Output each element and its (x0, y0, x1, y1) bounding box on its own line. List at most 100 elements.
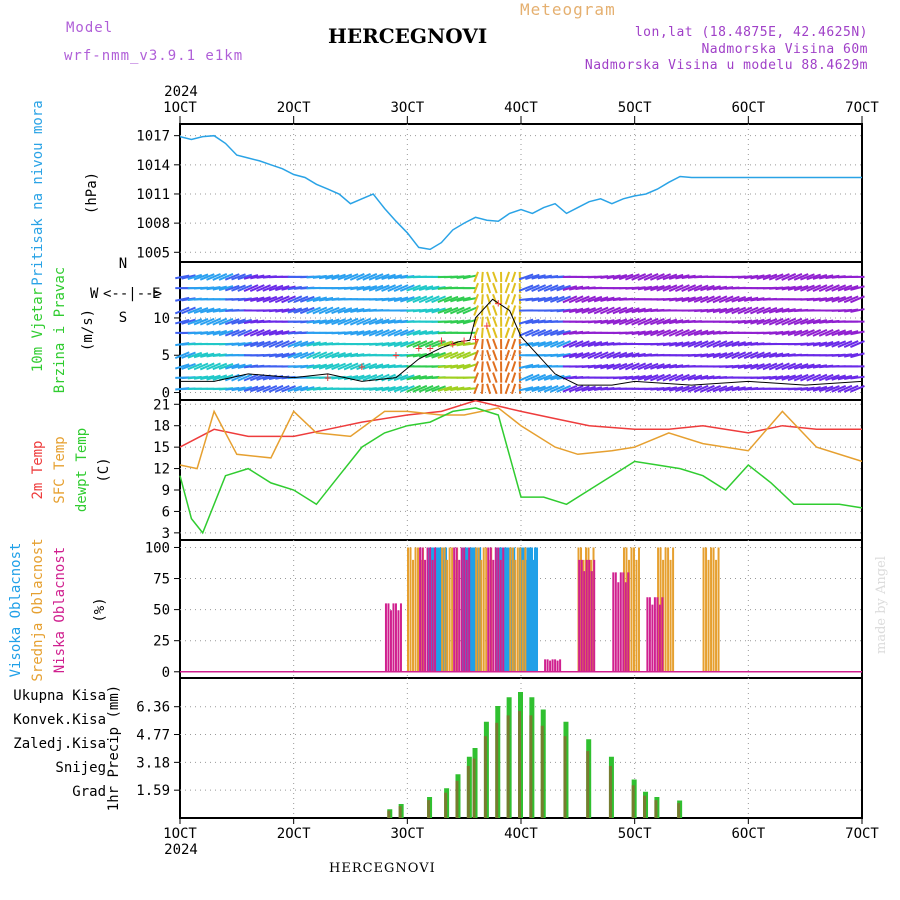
wind-barb (706, 285, 721, 291)
wind-barb (656, 318, 671, 326)
wind-barb (850, 340, 865, 348)
wind-barb (637, 362, 653, 371)
x-tick-label-top: 4OCT (504, 100, 538, 116)
temperature-ytick-label: 15 (153, 440, 170, 456)
wind-barb (181, 274, 196, 280)
precip-bar-konv (563, 736, 567, 818)
wind-barb (681, 296, 696, 303)
precip-bar-konv (631, 785, 635, 818)
wind-barb (787, 362, 803, 371)
wind-barb (262, 384, 278, 393)
wind-gust-marker: + (358, 359, 365, 373)
wind-speed-line (180, 298, 863, 386)
wind-barb (218, 329, 234, 337)
wind-barb (231, 284, 246, 292)
wind-barb (543, 296, 559, 303)
wind-barb (687, 374, 703, 381)
wind-barb (744, 274, 759, 280)
precip-legend-2: Zaledj.Kisa (13, 736, 106, 752)
wind-barb (793, 373, 809, 382)
wind-barb (549, 384, 565, 393)
precip-axis-label: 1hr Precip (mm) (106, 685, 122, 811)
wind-barb (612, 318, 628, 325)
wind-barb (706, 340, 722, 348)
clouds-ytick-label: 75 (153, 572, 170, 588)
wind-barb (256, 296, 271, 303)
wind-barb (387, 328, 403, 337)
wind-barb (693, 374, 709, 381)
wind-barb (818, 274, 834, 280)
wind-barb (587, 364, 603, 369)
wind-barb (492, 372, 498, 383)
wind-barb (743, 306, 759, 315)
temp-unit-label: (C) (96, 457, 112, 482)
wind-barb (356, 317, 371, 326)
temp-line-2 (179, 407, 863, 535)
wind-barb (781, 273, 797, 281)
precip-bar-konv (586, 751, 590, 818)
wind-barb (504, 327, 511, 339)
wind-barb (606, 318, 621, 325)
wind-barb (731, 295, 746, 303)
wind-barb (462, 342, 477, 346)
wind-barb (768, 375, 784, 381)
wind-barb (187, 351, 203, 359)
x-year-top: 2024 (164, 84, 198, 100)
wind-barb (643, 317, 659, 326)
wind-barb (637, 330, 653, 336)
wind-barb (843, 384, 859, 393)
wind-gust-marker: + (426, 341, 433, 355)
wind-barb (525, 385, 540, 392)
wind-barb (492, 316, 498, 328)
wind-barb (806, 318, 821, 325)
wind-barb (812, 284, 828, 292)
wind-barb (400, 296, 415, 303)
wind-barb (525, 341, 540, 347)
wind-barb (368, 329, 384, 337)
wind-barb (562, 340, 578, 348)
wind-barb (449, 306, 465, 315)
wind-barb (275, 308, 290, 313)
precip-bar-konv (677, 803, 681, 818)
wind-barb (625, 375, 640, 380)
wind-barb (650, 373, 665, 382)
wind-barb (287, 307, 303, 314)
precip-bar-konv (427, 800, 431, 818)
wind-barb (518, 329, 534, 337)
wind-gust-marker: + (438, 333, 445, 347)
wind-barb (806, 273, 822, 281)
wind-barb (587, 295, 603, 303)
clouds-ytick-label: 25 (153, 634, 170, 650)
wind-barb (462, 363, 478, 370)
wind-barb (768, 307, 784, 314)
wind-barb (193, 362, 209, 371)
wind-barb (718, 295, 734, 304)
wind-barb (631, 307, 646, 314)
wind-barb (543, 329, 559, 337)
wind-barb (256, 374, 271, 381)
wind-barb (299, 295, 315, 303)
wind-barb (775, 317, 790, 326)
wind-barb (510, 316, 517, 327)
precip-bar-konv (483, 736, 487, 818)
wind-barb (650, 363, 665, 370)
wind-barb (675, 296, 690, 302)
wind-barb (287, 340, 303, 348)
wind-barb (504, 383, 511, 395)
wind-barb (787, 374, 803, 382)
wind-barb (262, 295, 278, 303)
wind-barb (199, 273, 215, 281)
wind-barb (510, 338, 517, 350)
wind-barb (681, 329, 697, 337)
footer-station: HERCEGNOVI (329, 861, 436, 876)
wind-barb (762, 307, 778, 314)
wind-barb (712, 340, 728, 348)
x-tick-label-bottom: 3OCT (390, 826, 424, 842)
wind-barb (486, 361, 492, 372)
wind-barb (206, 317, 221, 326)
wind-barb (756, 306, 772, 315)
wind-barb (243, 373, 259, 382)
wind-barb (837, 295, 853, 303)
wind-barb (325, 318, 340, 325)
wind-barb (331, 306, 346, 315)
